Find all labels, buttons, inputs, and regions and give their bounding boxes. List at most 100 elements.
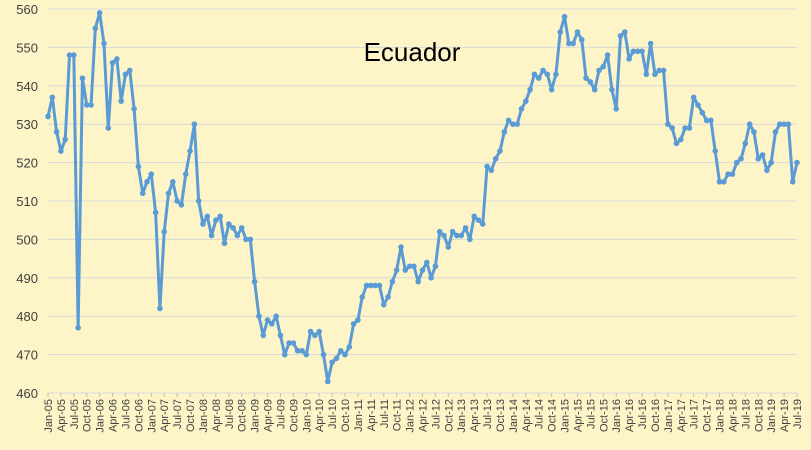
data-point <box>372 282 378 289</box>
data-point <box>716 179 723 185</box>
x-tick-label: Oct-12 <box>443 399 455 432</box>
data-point <box>729 171 736 177</box>
x-tick-label: Jan-09 <box>250 399 262 433</box>
y-tick-label: 510 <box>16 194 38 209</box>
x-tick-label: Jul-07 <box>172 399 184 429</box>
data-point <box>157 305 163 312</box>
data-point <box>350 321 357 327</box>
data-point <box>703 117 710 124</box>
data-point <box>677 136 684 143</box>
data-point <box>441 232 447 239</box>
x-tick-label: Oct-07 <box>185 399 197 432</box>
data-point <box>527 86 533 93</box>
data-point <box>402 267 409 273</box>
data-point <box>152 209 159 216</box>
data-point <box>695 102 701 108</box>
data-point <box>286 340 292 346</box>
data-point <box>230 225 236 231</box>
data-point <box>264 317 271 323</box>
data-point <box>217 213 223 220</box>
data-point <box>467 236 473 243</box>
x-tick-label: Apr-07 <box>159 399 171 432</box>
data-point <box>359 294 366 300</box>
data-point <box>665 121 671 127</box>
y-tick-label: 490 <box>16 271 38 286</box>
x-tick-label: Jan-05 <box>43 399 55 433</box>
data-point <box>294 347 301 354</box>
x-tick-label: Jul-05 <box>69 399 81 429</box>
data-point <box>686 125 693 131</box>
data-point <box>764 167 770 174</box>
data-point <box>751 129 757 135</box>
x-tick-label: Apr-05 <box>56 399 68 432</box>
data-point <box>591 86 598 93</box>
data-point <box>768 159 774 166</box>
data-point <box>785 121 792 127</box>
data-point <box>277 332 284 339</box>
data-point <box>118 98 124 104</box>
data-point <box>475 217 482 223</box>
data-point <box>436 228 443 235</box>
data-point <box>342 351 348 358</box>
x-tick-label: Apr-11 <box>366 399 378 431</box>
data-point <box>316 328 322 335</box>
y-tick-label: 550 <box>16 40 38 55</box>
x-tick-label: Jan-12 <box>405 399 417 433</box>
data-point <box>454 232 460 239</box>
y-axis: 460 470 480 490 500 510 520 530 540 550 560 <box>16 2 38 401</box>
data-point <box>712 148 719 154</box>
data-point <box>62 136 69 143</box>
data-point <box>708 117 714 124</box>
data-point <box>574 29 581 35</box>
data-point <box>759 152 766 158</box>
data-point <box>174 198 180 204</box>
x-tick-label: Oct-14 <box>547 399 559 432</box>
x-tick-label: Apr-08 <box>211 399 223 432</box>
data-point <box>600 63 607 70</box>
data-point <box>204 213 211 220</box>
x-tick-label: Apr-16 <box>624 399 636 432</box>
x-tick-label: Jul-06 <box>120 399 132 429</box>
x-tick-label: Jul-16 <box>637 399 649 429</box>
data-point <box>570 40 576 47</box>
x-tick-label: Jul-17 <box>689 399 701 429</box>
data-point <box>523 98 529 104</box>
data-point <box>389 278 396 285</box>
x-tick-label: Oct-10 <box>340 399 352 432</box>
data-point <box>518 106 525 112</box>
data-point <box>213 217 219 223</box>
data-point <box>135 163 142 170</box>
data-point <box>411 263 417 270</box>
data-point <box>251 278 258 285</box>
x-tick-label: Oct-16 <box>650 399 662 432</box>
x-tick-label: Jan-08 <box>198 399 210 433</box>
data-point <box>596 67 602 74</box>
data-point <box>260 332 267 339</box>
y-tick-label: 470 <box>16 348 38 363</box>
data-point <box>109 59 116 66</box>
data-point <box>742 140 749 147</box>
data-point <box>505 117 512 124</box>
x-tick-label: Apr-09 <box>263 399 275 432</box>
data-point <box>256 313 262 320</box>
x-tick-label: Apr-17 <box>676 399 688 432</box>
data-point <box>540 67 546 74</box>
data-point <box>355 317 361 323</box>
data-point <box>458 232 465 239</box>
data-point <box>794 159 800 166</box>
data-point <box>497 148 503 154</box>
x-tick-label: Apr-06 <box>108 399 120 432</box>
data-point <box>544 71 551 78</box>
data-point <box>195 198 202 204</box>
data-point <box>479 221 486 227</box>
y-tick-label: 560 <box>16 2 38 17</box>
data-point <box>148 171 155 177</box>
data-point <box>587 79 594 85</box>
x-axis: Jan-05 Apr-05 Jul-05 Oct-05 Jan-06 Apr-06 Jul-… <box>43 393 804 433</box>
data-point <box>488 167 495 174</box>
x-tick-label: Oct-08 <box>237 399 249 432</box>
data-point <box>376 282 383 289</box>
x-tick-label: Jan-18 <box>715 399 727 433</box>
data-point <box>122 71 129 78</box>
